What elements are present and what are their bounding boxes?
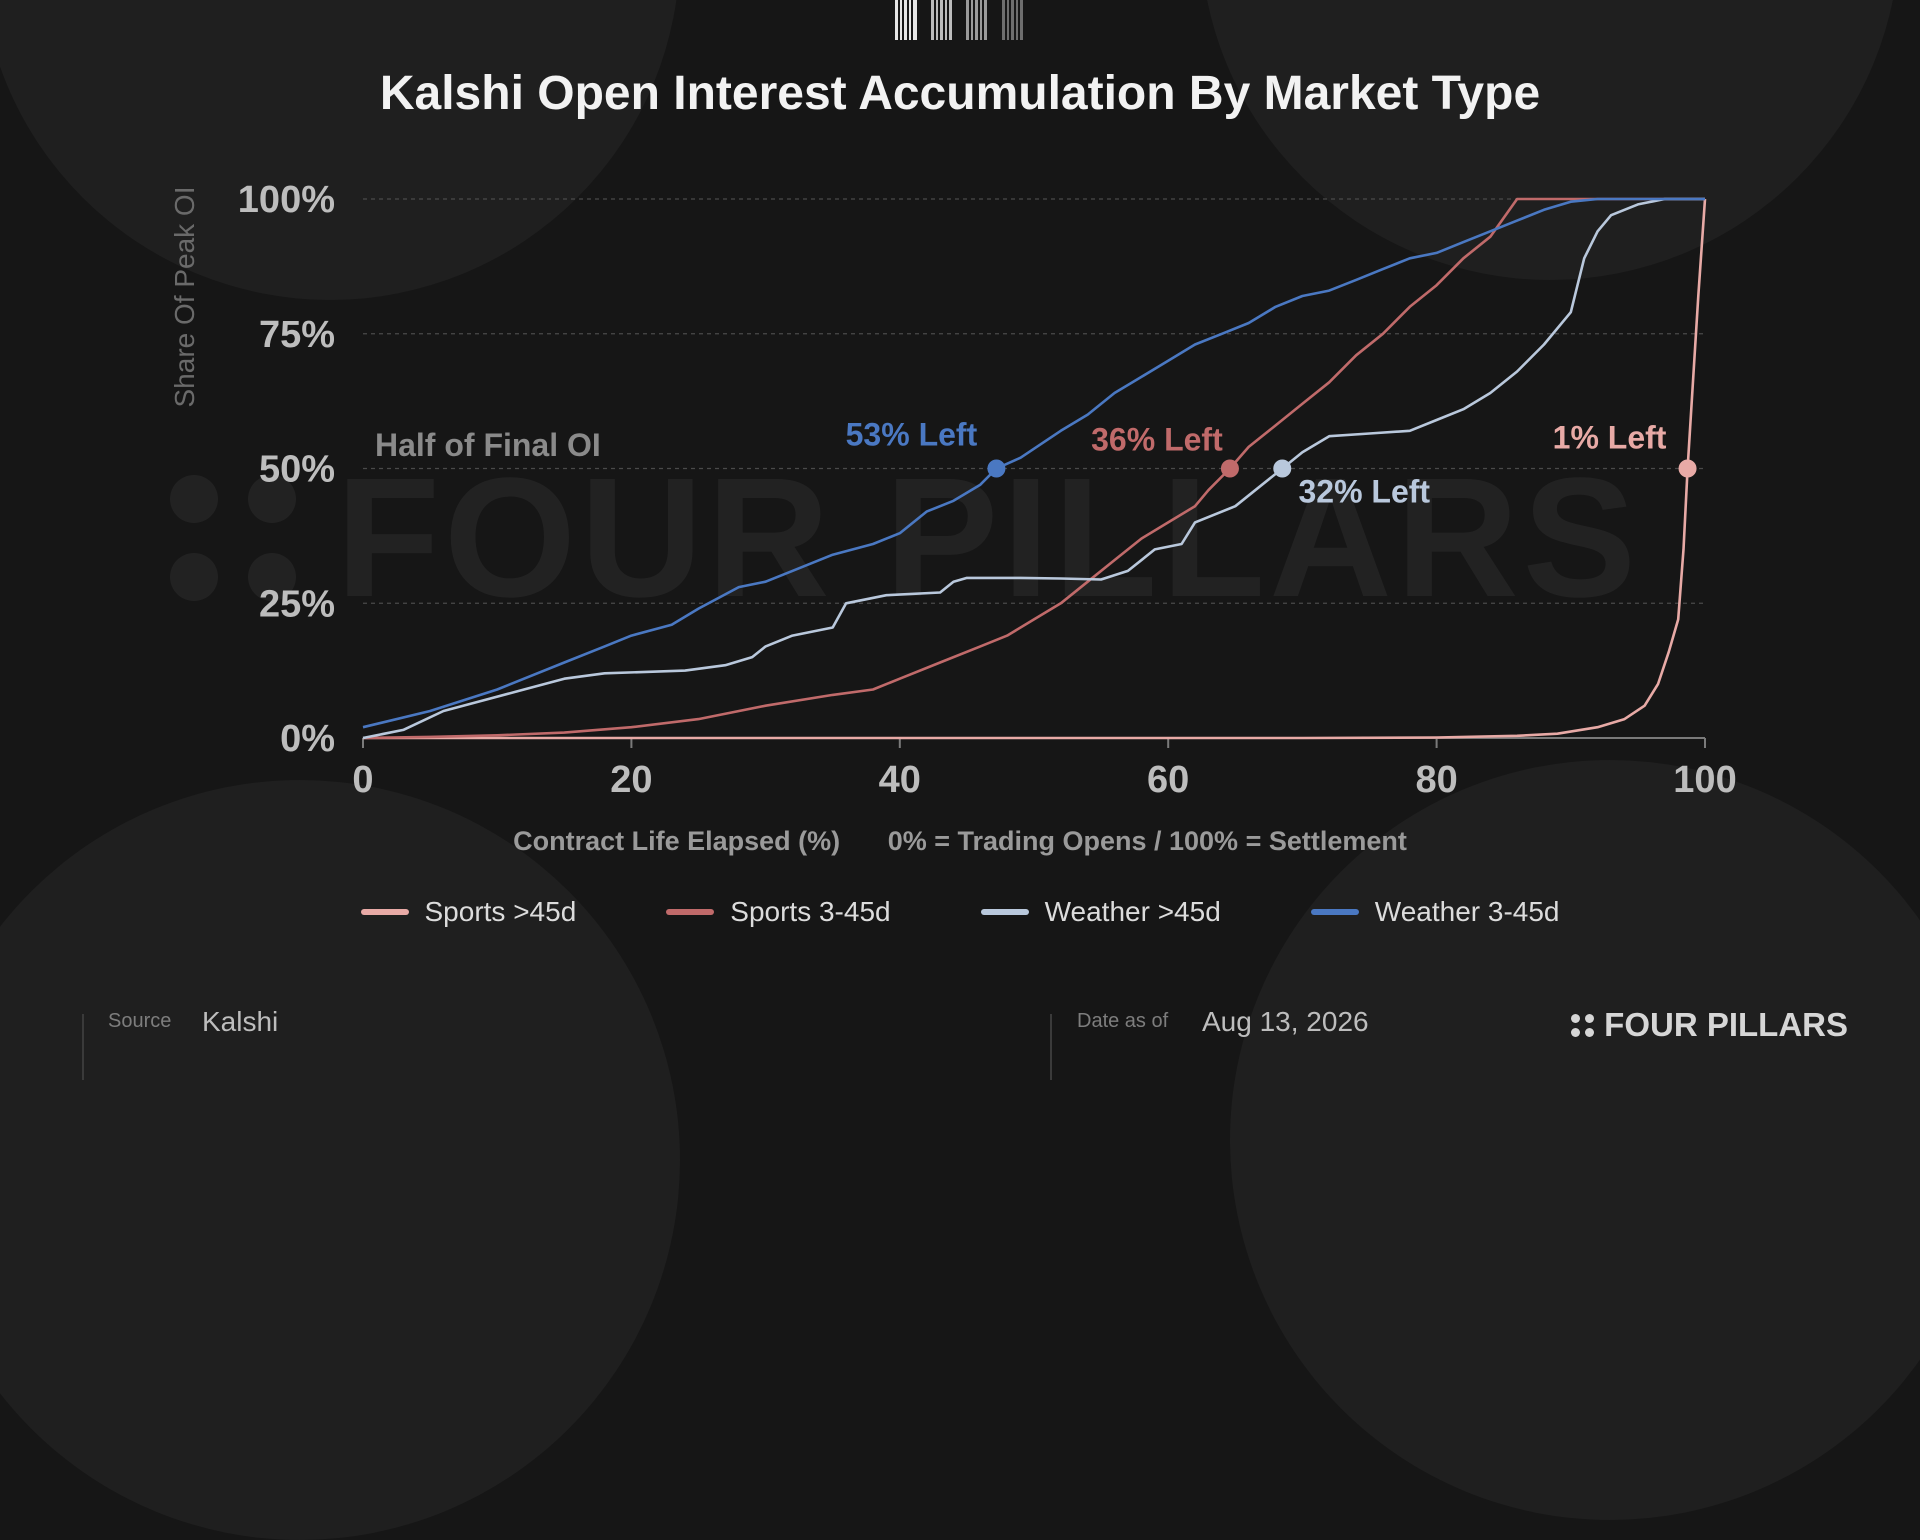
x-tick-labels: 0 20 40 60 80 100 [352, 759, 1736, 801]
y-tick-label: 100% [238, 179, 335, 221]
legend-swatch-weather-long [980, 909, 1029, 915]
y-tick-label: 25% [259, 583, 335, 625]
y-tick-label: 75% [259, 314, 335, 356]
brand-logo: FOUR PILLARS [1571, 1006, 1848, 1044]
legend-item-sports-long: Sports >45d [360, 896, 577, 928]
series-line-2 [362, 197, 1705, 740]
x-axis-caption: Contract Life Elapsed (%) 0% = Trading O… [0, 826, 1920, 857]
series-line-0 [363, 198, 1707, 740]
legend-swatch-weather-short [1310, 909, 1359, 915]
legend-swatch-sports-long [360, 909, 409, 915]
date-label: Date as of [1077, 1010, 1169, 1032]
y-tick-label: 0% [280, 718, 335, 760]
annotation-label-2: 32% Left [1298, 474, 1430, 510]
series-line-1 [362, 197, 1705, 740]
watermark: FOUR PILLARS [170, 440, 1640, 636]
y-tick-label: 50% [259, 449, 335, 491]
legend-label: Sports 3-45d [730, 896, 891, 927]
footer-divider-left [82, 1014, 84, 1080]
source-value: Kalshi [202, 1006, 279, 1037]
brand-name: FOUR PILLARS [1604, 1006, 1848, 1043]
x-tick-label: 100 [1673, 759, 1736, 801]
annotation-marker-1 [1220, 459, 1239, 478]
annotation-marker-2 [1273, 459, 1292, 478]
annotation-label-0: 53% Left [846, 417, 978, 453]
legend: Sports >45d Sports 3-45d Weather >45d We… [0, 896, 1920, 928]
date-value: Aug 13, 2026 [1202, 1006, 1369, 1037]
reference-line-label: Half of Final OI [375, 427, 601, 463]
brand-dots-icon [1571, 1013, 1595, 1037]
barcode-logo-icon [895, 0, 1023, 40]
annotation-label-1: 36% Left [1091, 422, 1223, 458]
annotation-labels: 53% Left 36% Left 32% Left 1% Left [846, 417, 1667, 510]
footer-divider-middle [1050, 1014, 1052, 1080]
x-tick-label: 60 [1147, 759, 1189, 801]
chart: 0% 25% 50% 75% 100% 0 20 40 60 80 100 Share Of Pe… [169, 179, 1737, 801]
y-axis-label: Share Of Peak OI [169, 187, 200, 408]
series-lines [362, 197, 1707, 740]
y-tick-labels: 0% 25% 50% 75% 100% [238, 179, 335, 760]
legend-label: Weather >45d [1044, 896, 1221, 927]
source-label: Source [108, 1010, 172, 1032]
annotation-marker-3 [1678, 459, 1697, 478]
footer: Source Kalshi Date as of Aug 13, 2026 FO… [0, 998, 1920, 1080]
legend-swatch-sports-short [666, 909, 715, 915]
watermark-dots-icon [170, 475, 296, 601]
x-tick-label: 40 [879, 759, 921, 801]
annotation-marker-0 [987, 459, 1006, 478]
annotation-label-3: 1% Left [1553, 420, 1667, 456]
watermark-text: FOUR PILLARS [336, 443, 1641, 633]
grid [362, 198, 1706, 748]
legend-item-weather-long: Weather >45d [980, 896, 1221, 928]
x-axis-label: Contract Life Elapsed (%) [513, 826, 841, 856]
chart-title: Kalshi Open Interest Accumulation By Mar… [379, 67, 1541, 120]
x-tick-label: 20 [610, 759, 652, 801]
x-axis-note: 0% = Trading Opens / 100% = Settlement [887, 826, 1407, 856]
annotation-markers [987, 459, 1697, 478]
legend-label: Weather 3-45d [1374, 896, 1560, 927]
legend-label: Sports >45d [424, 896, 577, 927]
legend-item-weather-short: Weather 3-45d [1310, 896, 1560, 928]
x-tick-label: 80 [1415, 759, 1457, 801]
x-tick-label: 0 [352, 759, 373, 801]
series-line-3 [362, 197, 1705, 729]
legend-item-sports-short: Sports 3-45d [666, 896, 891, 928]
